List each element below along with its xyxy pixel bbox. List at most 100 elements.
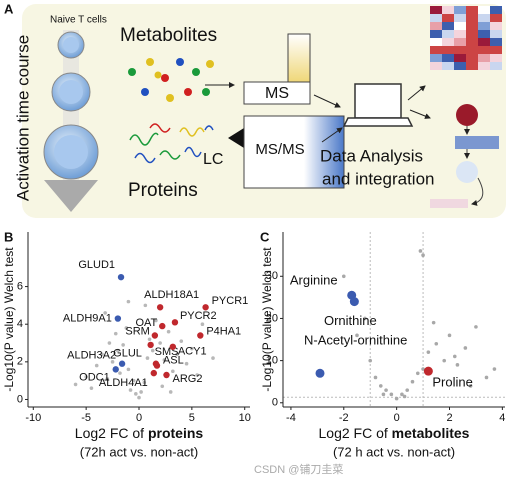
point: [418, 249, 423, 253]
panel-a-bg: [22, 4, 506, 218]
point: [142, 380, 147, 385]
heat-cell: [478, 22, 490, 30]
point-label: Ornithine: [324, 313, 377, 328]
heat-cell: [490, 6, 502, 14]
point: [431, 320, 436, 325]
point: [145, 356, 150, 360]
heat-cell: [490, 22, 502, 30]
point: [415, 371, 420, 376]
x-tick-label: -4: [286, 412, 296, 424]
point: [116, 348, 120, 353]
heat-cell: [478, 62, 490, 70]
heat-cell: [478, 30, 490, 38]
heat-cell: [490, 14, 502, 22]
y-axis-label: -Log10(P value) Welch test: [260, 247, 274, 392]
heat-cell: [454, 54, 466, 62]
ms-label: MS: [265, 85, 289, 102]
heat-cell: [454, 62, 466, 70]
heat-cell: [466, 6, 478, 14]
point-label: ASL: [163, 355, 184, 367]
point: [421, 253, 425, 257]
x-axis-label-text: Log2 FC of: [319, 425, 392, 441]
point-label: ALDH9A1: [63, 312, 112, 324]
msms-box: [243, 115, 345, 189]
point: [124, 326, 129, 330]
heat-cell: [478, 14, 490, 22]
highlight-point: [171, 319, 179, 326]
heat-cell: [430, 14, 442, 22]
point: [384, 388, 388, 392]
point-label: ACY1: [178, 346, 207, 358]
point: [442, 358, 447, 363]
x-tick-label: -2: [339, 412, 349, 424]
x-tick-label: 0: [394, 412, 400, 424]
heat-cell: [466, 30, 478, 38]
cells-label: Naive T cells: [50, 15, 107, 26]
point: [484, 375, 489, 380]
highlight-point: [153, 362, 161, 369]
point: [195, 373, 199, 377]
point: [434, 341, 439, 346]
point: [150, 348, 155, 353]
point: [154, 318, 158, 323]
highlight-point: [118, 360, 126, 367]
point: [190, 346, 194, 351]
point: [179, 339, 184, 343]
x-axis-label-text: Log2 FC of: [75, 425, 148, 441]
heat-cell: [454, 6, 466, 14]
heat-cell: [430, 38, 442, 46]
heat-cell: [442, 38, 454, 46]
point: [368, 358, 373, 363]
point: [355, 333, 359, 338]
point-label: GLUL: [113, 348, 142, 360]
heat-cell: [442, 54, 454, 62]
heat-cell: [430, 62, 442, 70]
point: [363, 316, 367, 321]
point: [137, 395, 141, 400]
point: [131, 378, 136, 383]
analysis-line1: Data Analysis: [320, 146, 423, 165]
point: [211, 356, 215, 360]
point: [89, 386, 94, 390]
time-label: Activation time course: [13, 35, 32, 201]
metabolites-label: Metabolites: [120, 25, 217, 46]
heat-cell: [430, 6, 442, 14]
point: [162, 358, 167, 362]
point: [200, 322, 205, 327]
heat-cell: [466, 14, 478, 22]
heat-cell: [478, 38, 490, 46]
point: [452, 354, 457, 359]
highlight-point: [150, 369, 157, 377]
panel-letter: B: [4, 229, 13, 244]
point-label: PYCR2: [180, 310, 217, 322]
x-axis-subtitle: (72h act vs. non-act): [80, 444, 199, 459]
point: [381, 392, 386, 397]
highlight-point: [315, 368, 325, 378]
lc-cone: [228, 128, 244, 148]
highlight-point: [151, 332, 159, 339]
highlight-point: [112, 366, 119, 373]
point: [143, 303, 148, 308]
point-label: ALDH18A1: [144, 289, 199, 301]
point: [400, 392, 404, 397]
x-axis-label-bold: proteins: [148, 425, 203, 441]
highlight-point: [156, 304, 164, 311]
heat-cell: [430, 22, 442, 30]
point: [103, 311, 107, 315]
x-tick-label: 4: [499, 412, 505, 424]
point-label: ALDH3A2: [67, 350, 116, 362]
point: [139, 390, 143, 394]
heat-cell: [454, 22, 466, 30]
point: [105, 376, 110, 381]
x-axis-label-bold: metabolites: [392, 425, 470, 441]
flow-diagram: [430, 104, 499, 208]
heat-cell: [442, 30, 454, 38]
point: [184, 361, 189, 366]
watermark: CSDN @铺刀圭菜: [254, 463, 343, 476]
heat-cell: [490, 38, 502, 46]
panel-letter: C: [260, 229, 270, 244]
point-label: N-Acetyl-ornithine: [304, 333, 407, 348]
heat-cell: [430, 54, 442, 62]
point: [166, 329, 171, 334]
